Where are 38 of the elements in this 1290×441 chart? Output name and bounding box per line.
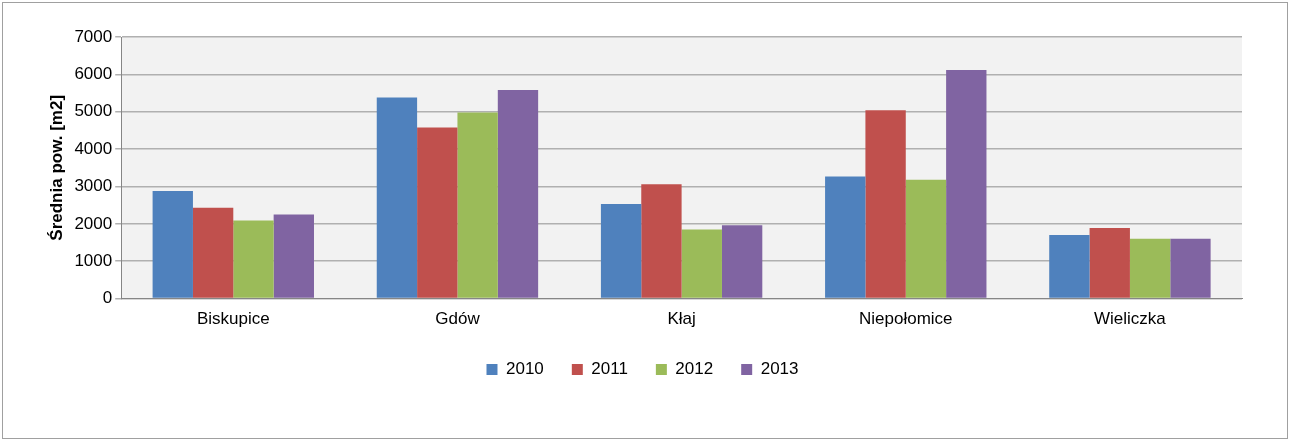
y-tick-label: 2000 xyxy=(74,213,113,233)
x-tick-label: Wieliczka xyxy=(1094,309,1167,329)
bar xyxy=(152,190,193,298)
bar xyxy=(721,225,763,298)
legend-label: 2013 xyxy=(760,359,799,379)
bar xyxy=(1089,227,1130,298)
bar xyxy=(905,179,947,298)
y-tick-label: 7000 xyxy=(74,26,113,46)
bar xyxy=(192,207,234,298)
y-tick-label: 4000 xyxy=(74,138,113,158)
legend-label: 2012 xyxy=(675,359,714,379)
bar xyxy=(417,127,458,298)
x-tick-label: Kłaj xyxy=(667,309,696,329)
bar xyxy=(946,69,987,298)
bar xyxy=(641,184,682,298)
bar xyxy=(376,97,418,298)
y-tick-label: 5000 xyxy=(74,101,113,121)
bar xyxy=(273,214,314,298)
legend-label: 2011 xyxy=(591,359,628,379)
y-axis-title: Średnia pow. [m2] xyxy=(46,94,66,241)
bar xyxy=(825,176,866,298)
y-tick-label: 1000 xyxy=(74,250,113,270)
y-tick-label: 3000 xyxy=(74,176,113,196)
bar xyxy=(1170,238,1211,298)
y-tick-label: 6000 xyxy=(74,64,113,84)
x-tick-label: Gdów xyxy=(435,309,481,329)
x-tick-label: Niepołomice xyxy=(858,309,953,329)
bar xyxy=(457,112,498,298)
legend-label: 2010 xyxy=(505,359,544,379)
bar xyxy=(865,110,906,298)
bar xyxy=(233,220,274,298)
y-tick-label: 0 xyxy=(102,288,113,308)
bar xyxy=(1049,235,1090,298)
bar xyxy=(681,229,722,298)
bar xyxy=(497,90,539,298)
bar xyxy=(1129,238,1171,298)
bar xyxy=(600,204,642,298)
x-tick-label: Biskupice xyxy=(196,309,270,329)
